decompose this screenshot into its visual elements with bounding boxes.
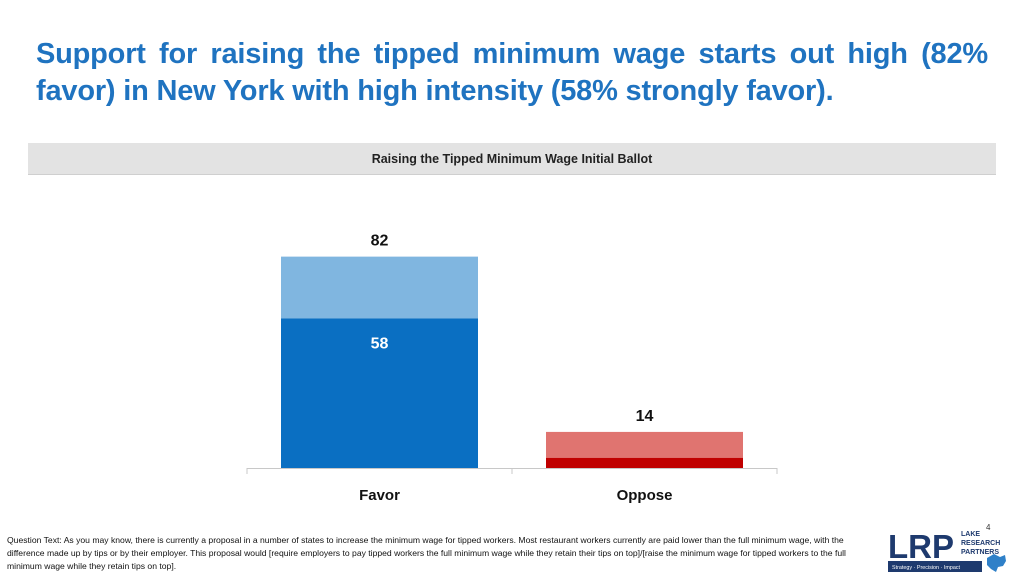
data-label-favor-segment: 58 [371, 335, 389, 352]
category-label-favor: Favor [359, 487, 400, 504]
page-title: Support for raising the tipped minimum w… [36, 38, 988, 107]
map-icon [987, 554, 1006, 572]
question-text-footnote: Question Text: As you may know, there is… [7, 535, 846, 571]
chart-title: Raising the Tipped Minimum Wage Initial … [371, 151, 653, 166]
page-number: 4 [986, 523, 991, 532]
lrp-logo: LRP LAKE RESEARCH PARTNERS Strategy · Pr… [888, 528, 1006, 572]
logo-name-line-2: RESEARCH [961, 540, 1000, 547]
chart-title-banner: Raising the Tipped Minimum Wage Initial … [28, 143, 996, 175]
data-label-favor-total: 82 [371, 233, 389, 250]
bar-segment-favor-2 [281, 256, 478, 319]
logo-name-line-1: LAKE [961, 531, 980, 538]
category-label-oppose: Oppose [617, 487, 673, 504]
logo-mark-text: LRP [888, 528, 954, 565]
logo-tagline-bar [888, 561, 982, 572]
bar-segment-favor-1 [281, 318, 478, 468]
logo-tagline: Strategy · Precision · Impact [892, 565, 961, 571]
bar-segment-oppose-1 [546, 457, 743, 468]
data-label-oppose-total: 14 [636, 408, 654, 425]
bar-segment-oppose-2 [546, 431, 743, 458]
logo-name-line-3: PARTNERS [961, 549, 999, 556]
